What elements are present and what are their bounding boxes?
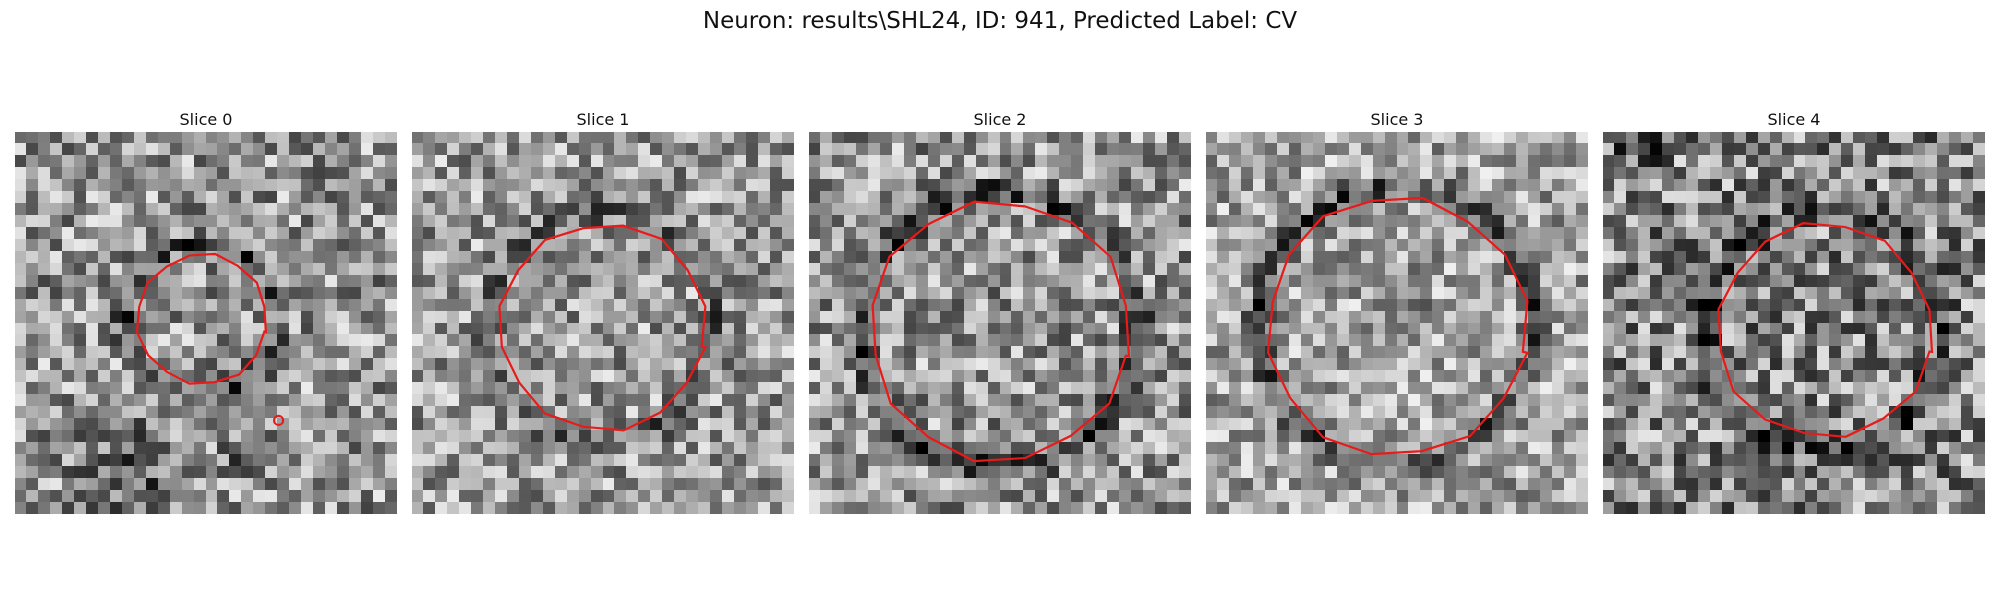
slice-panel-3: Slice 3	[1206, 108, 1588, 514]
slice-panel-2: Slice 2	[809, 108, 1191, 514]
slice-panel-4: Slice 4	[1603, 108, 1985, 514]
slice-image	[15, 132, 397, 514]
slice-title: Slice 0	[179, 110, 233, 129]
slice-image	[412, 132, 794, 514]
slice-image	[1206, 132, 1588, 514]
slice-image	[809, 132, 1191, 514]
slice-image	[1603, 132, 1985, 514]
slice-title: Slice 1	[576, 110, 630, 129]
slice-panel-1: Slice 1	[412, 108, 794, 514]
figure-title: Neuron: results\SHL24, ID: 941, Predicte…	[702, 8, 1298, 34]
slice-title: Slice 3	[1370, 110, 1424, 129]
slice-title: Slice 4	[1767, 110, 1821, 129]
slice-panel-0: Slice 0	[15, 108, 397, 514]
slice-title: Slice 2	[973, 110, 1027, 129]
